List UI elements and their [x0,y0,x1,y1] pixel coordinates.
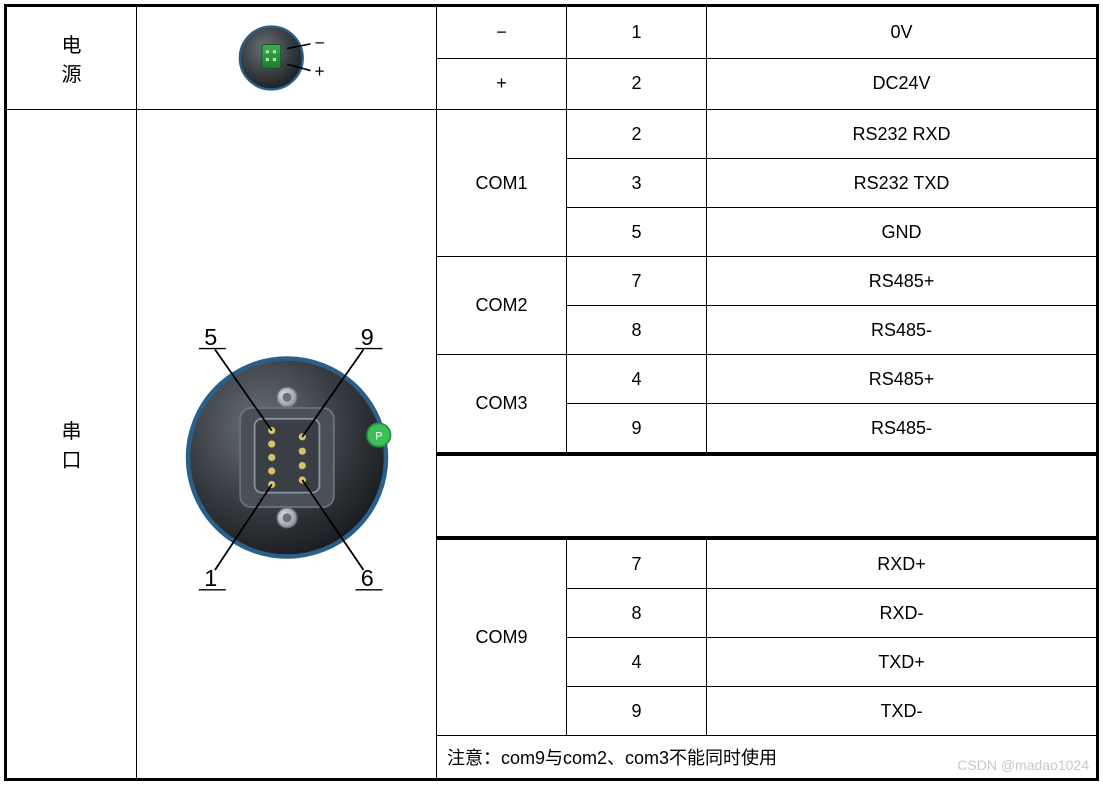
port-cell: COM3 [437,355,567,455]
pin-cell: 8 [567,589,707,638]
signal-cell: RS485+ [707,257,1097,306]
minus-label: − [314,33,324,53]
signal-cell: RS485- [707,404,1097,455]
signal-cell: 0V [707,7,1097,59]
signal-cell: RS485+ [707,355,1097,404]
note-text: 注意：com9与com2、com3不能同时使用 [437,736,1097,779]
port-cell: + [437,58,567,110]
pin-cell: 9 [567,404,707,455]
pin-cell: 4 [567,355,707,404]
table-row: 电源 [7,7,1097,59]
redacted-band [437,454,1097,538]
pin-cell: 8 [567,306,707,355]
pin-label-9: 9 [360,324,373,350]
pinout-table-container: 电源 [4,4,1099,781]
pin-cell: 3 [567,159,707,208]
signal-cell: DC24V [707,58,1097,110]
signal-cell: RXD- [707,589,1097,638]
port-cell: COM1 [437,110,567,257]
pin-cell: 5 [567,208,707,257]
port-cell: − [437,7,567,59]
signal-cell: GND [707,208,1097,257]
pin-cell: 2 [567,110,707,159]
category-serial: 串口 [7,110,137,779]
pinout-table: 电源 [6,6,1097,779]
category-power: 电源 [7,7,137,110]
power-connector-cell: − + [137,7,437,110]
signal-cell: RS485- [707,306,1097,355]
pin-cell: 2 [567,58,707,110]
port-cell: COM9 [437,538,567,736]
pin-cell: 9 [567,687,707,736]
serial-connector-icon: P [152,294,422,594]
table-row: 串口 P [7,110,1097,159]
pin-label-6: 6 [360,565,373,591]
pin-cell: 7 [567,257,707,306]
signal-cell: TXD- [707,687,1097,736]
pin-cell: 7 [567,538,707,589]
plus-label: + [314,61,324,81]
pin-cell: 1 [567,7,707,59]
signal-cell: RS232 RXD [707,110,1097,159]
svg-text:P: P [375,431,382,443]
pin-label-5: 5 [204,324,217,350]
pin-cell: 4 [567,638,707,687]
signal-cell: RXD+ [707,538,1097,589]
serial-connector-cell: P [137,110,437,779]
signal-cell: RS232 TXD [707,159,1097,208]
port-cell: COM2 [437,257,567,355]
pin-label-1: 1 [204,565,217,591]
signal-cell: TXD+ [707,638,1097,687]
power-connector-icon: − + [232,13,342,103]
